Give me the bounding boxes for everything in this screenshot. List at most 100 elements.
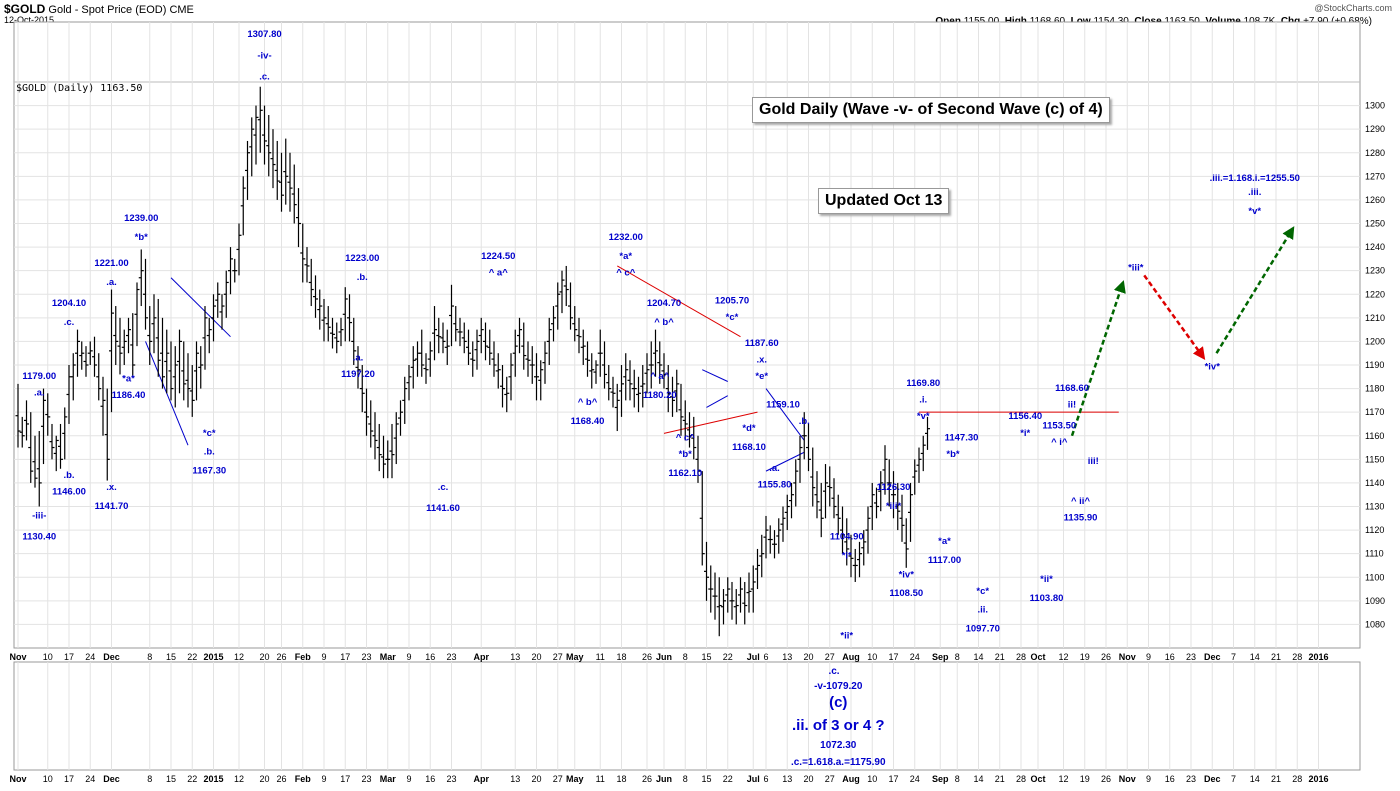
wave-label: 1169.80 [906, 378, 940, 389]
x-tick-label: 26 [642, 652, 652, 662]
x-tick-label-lower: 9 [406, 774, 411, 784]
x-tick-label: 11 [596, 652, 605, 662]
x-tick-label-lower: 15 [701, 774, 711, 784]
x-tick-label: 16 [1165, 652, 1175, 662]
wave-label: *v* [917, 411, 930, 422]
x-tick-label: 14 [973, 652, 983, 662]
wave-label: ^ i^ [1051, 437, 1068, 448]
y-tick-label: 1270 [1365, 171, 1385, 181]
wave-label: ^ b^ [578, 397, 598, 408]
wave-label: .b. [63, 470, 74, 481]
x-tick-label-lower: 10 [43, 774, 53, 784]
y-tick-label: 1240 [1365, 242, 1385, 252]
x-tick-label: 22 [723, 652, 733, 662]
x-tick-label: 27 [553, 652, 563, 662]
x-tick-label: 6 [763, 652, 768, 662]
chart-date: 12-Oct-2015 [4, 15, 55, 25]
x-tick-label: 19 [1080, 652, 1090, 662]
wave-label: 1186.40 [112, 390, 146, 401]
wave-label: .b. [799, 416, 810, 427]
wave-label: *c* [976, 586, 989, 597]
wave-label: .c. [64, 317, 75, 328]
x-tick-label-lower: 9 [1146, 774, 1151, 784]
y-tick-label: 1180 [1365, 384, 1384, 394]
y-tick-label: 1150 [1365, 454, 1384, 464]
wave-label: .a. [34, 388, 45, 399]
x-tick-label-lower: 14 [973, 774, 983, 784]
wave-label: ^ c^ [676, 432, 695, 443]
x-tick-label: Oct [1030, 652, 1045, 662]
wave-label: *b* [946, 449, 960, 460]
x-tick-label: Aug [842, 652, 860, 662]
wave-label: .a. [769, 463, 780, 474]
x-tick-label-lower: 9 [321, 774, 326, 784]
x-tick-label-lower: Dec [103, 774, 120, 784]
x-tick-label-lower: Feb [295, 774, 312, 784]
x-tick-label-lower: 14 [1250, 774, 1260, 784]
wave-label: 1167.30 [192, 465, 226, 476]
chart-title-box: Gold Daily (Wave -v- of Second Wave (c) … [752, 97, 1110, 123]
x-tick-label-lower: 2015 [203, 774, 223, 784]
y-tick-label: 1250 [1365, 219, 1385, 229]
y-tick-label: 1100 [1365, 572, 1384, 582]
y-tick-label: 1280 [1365, 148, 1385, 158]
wave-label: *iii* [1128, 263, 1144, 274]
x-tick-label-lower: Sep [932, 774, 949, 784]
x-tick-label: 21 [995, 652, 1005, 662]
y-tick-label: 1170 [1365, 407, 1384, 417]
x-tick-label-lower: Mar [380, 774, 397, 784]
x-tick-label-lower: 22 [723, 774, 733, 784]
wave-label: 1153.50 [1042, 421, 1076, 432]
x-tick-label-lower: 16 [425, 774, 435, 784]
wave-label: .b. [357, 272, 368, 283]
wave-label: 1168.60 [1055, 383, 1089, 394]
wave-label: *i* [842, 550, 852, 561]
x-tick-label: 28 [1016, 652, 1026, 662]
wave-label: 1135.90 [1064, 513, 1098, 524]
x-tick-label-lower: 18 [616, 774, 626, 784]
triangle-line [702, 369, 728, 382]
x-tick-label-lower: 20 [803, 774, 813, 784]
x-tick-label: Apr [474, 652, 490, 662]
wave-label: 1223.00 [345, 253, 379, 264]
x-tick-label: 15 [701, 652, 711, 662]
y-tick-label: 1140 [1365, 478, 1384, 488]
projection-arrow-v [1215, 226, 1295, 354]
x-tick-label-lower: 26 [642, 774, 652, 784]
x-tick-label-lower: Apr [474, 774, 490, 784]
x-tick-label-lower: 23 [361, 774, 371, 784]
wave-label: *c* [726, 312, 739, 323]
x-tick-label: 8 [147, 652, 152, 662]
x-tick-label-lower: 12 [1058, 774, 1068, 784]
x-tick-label: 21 [1271, 652, 1281, 662]
x-tick-label: 20 [803, 652, 813, 662]
wave-label: 1155.80 [758, 480, 792, 491]
wave-label: *v* [1248, 206, 1261, 217]
x-tick-label: 23 [361, 652, 371, 662]
wave-label: ^ c^ [616, 267, 635, 278]
wave-label: 1146.00 [52, 487, 86, 498]
x-tick-label: 12 [1058, 652, 1068, 662]
x-tick-label: 20 [531, 652, 541, 662]
x-tick-label-lower: 27 [553, 774, 563, 784]
x-tick-label: 24 [910, 652, 920, 662]
x-tick-label-lower: 27 [825, 774, 835, 784]
chart-legend: $GOLD (Daily) 1163.50 [16, 83, 143, 94]
x-tick-label: Jun [656, 652, 672, 662]
x-tick-label-lower: 20 [531, 774, 541, 784]
wave-label: 1130.40 [22, 532, 56, 543]
y-tick-label: 1300 [1365, 101, 1385, 111]
wave-label: *b* [135, 232, 149, 243]
wave-label: 1103.80 [1030, 593, 1064, 604]
x-tick-label-lower: 7 [1231, 774, 1236, 784]
wedge-upper-line [170, 277, 231, 338]
wave-label: .iii.=1.168.i.=1255.50 [1210, 173, 1300, 184]
x-tick-label-lower: 8 [955, 774, 960, 784]
x-tick-label-lower: 11 [596, 774, 605, 784]
red-trend-upper [617, 265, 741, 338]
x-tick-label-lower: May [566, 774, 584, 784]
lower-panel [13, 661, 1361, 771]
wave-label: 1224.50 [481, 251, 515, 262]
wave-label: *iv* [1205, 362, 1221, 373]
